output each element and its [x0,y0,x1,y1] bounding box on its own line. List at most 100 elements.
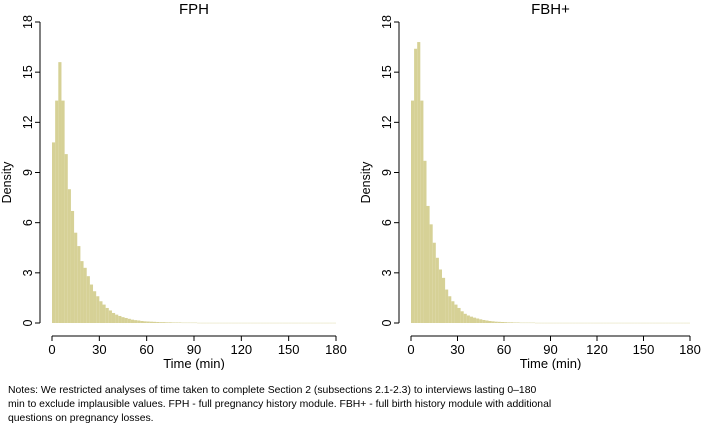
histogram-bar [445,289,449,323]
histogram-bar [159,322,163,323]
histogram-bar [58,62,62,324]
histogram-bar [488,320,492,323]
histogram-bar [460,311,464,323]
panel-title: FPH [179,1,209,18]
histogram-bar [516,322,520,323]
histogram-bar [99,301,103,323]
histogram-bar [143,321,147,323]
histogram-bar [457,307,461,323]
histogram-bar [454,304,458,323]
histogram-bar [476,318,480,323]
x-tick-label: 120 [586,342,608,357]
x-tick-label: 180 [325,342,347,357]
x-tick-label: 0 [407,342,414,357]
histogram-bar [510,322,514,323]
x-tick-label: 60 [139,342,153,357]
histogram-bar [168,322,172,323]
histogram-bar [432,242,436,323]
x-tick-label: 180 [679,342,701,357]
y-tick-label: 9 [380,169,394,176]
histogram-bar [165,322,169,323]
histogram-bar [469,316,473,323]
histogram-bar [130,319,135,323]
y-tick-label: 6 [21,219,35,226]
histogram-bar [115,314,119,323]
y-axis-title: Density [0,161,14,203]
histogram-bar [102,304,106,323]
histogram-bar [156,321,160,323]
histogram-bar [89,284,94,323]
histogram-bar [482,319,486,323]
y-tick-label: 12 [21,115,35,129]
histogram-bar [463,313,467,323]
histogram-bar [448,296,452,323]
y-tick-label: 3 [21,269,35,276]
x-tick-label: 60 [497,342,511,357]
y-tick-label: 9 [21,169,35,176]
histogram-bar [507,322,511,323]
y-tick-label: 0 [380,319,394,326]
histogram-bar [414,48,418,323]
histogram-bar [140,320,144,323]
histogram-bar [96,296,100,323]
histogram-bar [485,320,489,323]
histogram-bar [491,321,495,323]
histogram-bar [178,322,182,323]
notes-line-2: min to exclude implausible values. FPH -… [8,399,552,410]
histogram-bar [55,100,59,323]
histogram-bar [146,321,150,323]
histogram-bar [134,320,138,323]
x-tick-label: 150 [633,342,655,357]
histogram-bar [429,224,433,323]
histogram-bar [479,319,483,323]
histogram-bar [494,321,498,323]
histogram-bar [435,257,439,323]
y-tick-label: 3 [380,269,394,276]
histogram-bar [111,312,116,323]
histogram-bar [127,318,131,323]
y-tick-label: 18 [380,15,394,29]
x-tick-label: 30 [92,342,106,357]
histogram-bar [83,267,87,323]
notes-line-3: questions on pregnancy losses. [8,413,154,424]
histogram-bar [504,322,508,323]
y-tick-label: 6 [380,219,394,226]
histogram-bar [175,322,179,323]
histogram-bar [118,315,122,323]
histogram-bar [77,246,81,323]
notes-line-1: Notes: We restricted analyses of time ta… [8,385,537,396]
histogram-bar [451,301,455,323]
histogram-bar [149,321,153,323]
histogram-bar [162,322,166,323]
histogram-bar [500,321,504,323]
figure-notes: Notes: We restricted analyses of time ta… [8,384,608,426]
histogram-bar [74,232,78,323]
y-tick-label: 12 [380,115,394,129]
histogram-bar [171,322,176,323]
histogram-bar [513,322,517,323]
x-tick-label: 90 [543,342,557,357]
histogram-bar [411,100,415,323]
histogram-bar [108,310,112,323]
panel-title: FBH+ [531,1,570,18]
histogram-bar [152,321,157,323]
y-tick-label: 15 [21,65,35,79]
y-tick-label: 15 [380,65,394,79]
x-tick-label: 30 [450,342,464,357]
histogram-bar [137,320,141,323]
histogram-bar [420,100,424,323]
y-axis-title: Density [359,161,373,203]
histogram-bar [442,277,446,323]
x-tick-label: 150 [278,342,300,357]
y-tick-label: 18 [21,15,35,29]
histogram-bar [86,276,90,323]
histogram-bar [473,317,477,323]
histogram-bar [423,160,427,323]
y-tick-label: 0 [21,319,35,326]
x-tick-label: 120 [230,342,252,357]
x-tick-label: 90 [187,342,201,357]
histogram-bar [70,210,75,323]
